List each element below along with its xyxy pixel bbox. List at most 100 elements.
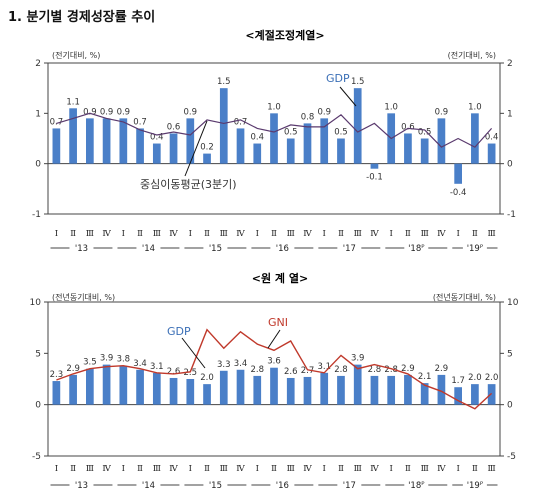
y-tick-label-left: 1 <box>35 109 41 119</box>
quarter-label: Ⅳ <box>303 464 312 474</box>
bar-7 <box>152 143 161 164</box>
bar-value-label: 3.1 <box>317 362 331 372</box>
quarter-label: Ⅲ <box>287 464 295 474</box>
y-tick-label-right: 0 <box>507 401 513 411</box>
quarter-label: Ⅲ <box>153 464 161 474</box>
bar-value-label: 1.0 <box>384 102 398 112</box>
bar-20 <box>370 163 379 169</box>
quarter-label: Ⅲ <box>220 464 228 474</box>
bar-value-label: 2.3 <box>50 370 64 380</box>
moving-average-legend-pointer <box>184 120 208 177</box>
bar-value-label: 3.3 <box>217 360 231 370</box>
bar-value-label: 3.5 <box>83 358 97 368</box>
quarter-label: Ⅱ <box>472 464 478 474</box>
bar-value-label: 0.9 <box>184 107 198 117</box>
bar-value-label: 2.8 <box>334 365 348 375</box>
quarter-label: Ⅰ <box>55 464 58 474</box>
bar-value-label: 1.7 <box>451 376 465 386</box>
quarter-label: Ⅱ <box>137 464 143 474</box>
bar-value-label: 2.0 <box>468 373 482 383</box>
bar-value-label: 3.1 <box>150 362 164 372</box>
bar-2 <box>69 108 77 164</box>
chart-title: <원 계 열> <box>252 271 308 285</box>
quarter-label: Ⅳ <box>370 464 379 474</box>
gni-legend-label: GNI <box>268 316 288 329</box>
plot-frame <box>47 301 501 457</box>
y-tick-label-right: 5 <box>507 349 513 359</box>
quarterly-growth-chart-seasonally-adjusted: <계절조정계열>(전기대비, %) (전기대비, %)-1 -10 01 12 20.71… <box>32 28 516 254</box>
bar-value-label: 3.9 <box>351 354 365 364</box>
line-series-중심이동평균(3분기) <box>56 112 493 148</box>
quarter-label: Ⅲ <box>354 464 362 474</box>
bar-15 <box>286 377 295 405</box>
quarter-label: Ⅱ <box>271 229 277 239</box>
bar-value-label: 1.0 <box>267 102 281 112</box>
year-label: '13 <box>75 244 88 254</box>
bar-value-label: 0.9 <box>435 107 449 117</box>
quarter-label: Ⅳ <box>102 229 111 239</box>
right-axis-unit: (전기대비, %) <box>448 50 496 60</box>
bar-24 <box>437 374 446 405</box>
bar-17 <box>320 372 329 405</box>
quarter-label: Ⅲ <box>421 464 429 474</box>
quarter-label: Ⅳ <box>437 229 446 239</box>
bar-value-label: 3.4 <box>133 359 147 369</box>
year-label: '15 <box>209 481 222 491</box>
quarterly-growth-chart-original-series: <원 계 열> (전년동기대비, %) (전년동기대비, %) -5 -5 0 0 5 5 10 1… <box>30 271 519 491</box>
quarter-label: Ⅲ <box>220 229 228 239</box>
bar-26 <box>471 113 479 164</box>
year-label: '17 <box>343 244 356 254</box>
bar-27 <box>487 384 496 405</box>
bar-18 <box>337 375 345 405</box>
quarter-label: Ⅱ <box>70 229 76 239</box>
quarter-label: Ⅱ <box>70 464 76 474</box>
quarter-label: Ⅳ <box>236 229 245 239</box>
quarter-label: Ⅱ <box>405 464 411 474</box>
year-label: '19ᴾ <box>467 244 484 254</box>
bar-value-label: 2.0 <box>485 373 499 383</box>
gdp-legend-label: GDP <box>326 72 350 85</box>
bar-10 <box>203 384 211 405</box>
bar-17 <box>320 118 329 164</box>
quarter-label: Ⅳ <box>236 464 245 474</box>
bar-value-label: 2.6 <box>167 367 181 377</box>
quarter-label: Ⅱ <box>271 464 277 474</box>
quarter-label: Ⅳ <box>437 464 446 474</box>
bar-value-label: 0.4 <box>250 133 264 143</box>
bar-26 <box>471 384 479 405</box>
quarter-label: Ⅱ <box>204 464 210 474</box>
y-tick-label-right: -5 <box>507 452 516 462</box>
bar-3 <box>86 368 94 405</box>
y-tick-label-right: 1 <box>507 109 513 119</box>
bar-16 <box>303 123 312 164</box>
y-tick-label-left: 0 <box>35 401 41 411</box>
quarter-label: Ⅰ <box>323 464 326 474</box>
bar-value-label: 2.8 <box>250 365 264 375</box>
bar-5 <box>119 365 128 405</box>
bar-value-label: 0.8 <box>301 112 315 122</box>
quarter-label: Ⅲ <box>421 229 429 239</box>
bar-value-label: 0.5 <box>418 128 432 138</box>
bar-3 <box>86 118 94 164</box>
quarter-label: Ⅰ <box>456 464 459 474</box>
bar-27 <box>487 143 496 164</box>
quarter-label: Ⅰ <box>323 229 326 239</box>
bar-25 <box>454 387 462 405</box>
y-tick-label-right: 10 <box>507 298 519 308</box>
bar-value-label: 3.8 <box>117 355 131 365</box>
y-tick-label-right: 0 <box>507 160 513 170</box>
y-tick-label-right: 2 <box>507 59 513 69</box>
quarter-label: Ⅳ <box>303 229 312 239</box>
bar-value-label: 0.7 <box>50 117 64 127</box>
year-label: '18ᴾ <box>408 481 425 491</box>
bar-value-label: 0.4 <box>150 133 164 143</box>
bar-value-label: 1.5 <box>351 77 365 87</box>
quarter-label: Ⅱ <box>472 229 478 239</box>
bar-6 <box>136 128 144 164</box>
bar-19 <box>353 364 362 405</box>
quarter-label: Ⅳ <box>169 464 178 474</box>
bar-value-label: 2.7 <box>301 366 315 376</box>
bar-6 <box>136 369 144 405</box>
quarter-label: Ⅱ <box>204 229 210 239</box>
year-label: '14 <box>142 244 155 254</box>
